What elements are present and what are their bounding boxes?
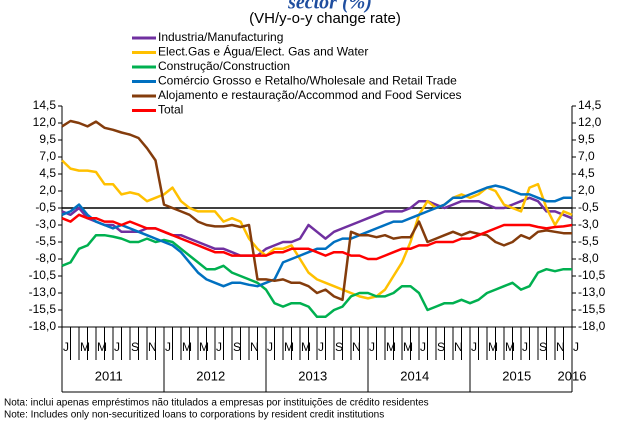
y-tick-label: 9,5 — [39, 132, 56, 146]
legend-label: Industria/Manufacturing — [158, 30, 283, 44]
x-tick-label: M — [505, 340, 515, 354]
y-tick-label: -13,0 — [29, 285, 57, 299]
series-line — [61, 119, 572, 302]
y-tick-label: -15,5 — [29, 302, 57, 316]
x-tick-label: M — [182, 340, 192, 354]
x-tick-label: M — [386, 340, 396, 354]
y-tick-label: -18,0 — [29, 319, 57, 333]
y2-tick-label: -5,5 — [578, 234, 599, 248]
x-tick-label: S — [539, 340, 547, 354]
x-tick-label: M — [403, 340, 413, 354]
x-tick-label: N — [352, 340, 361, 354]
chart-title: sector (%) — [287, 0, 372, 14]
x-tick-label: N — [250, 340, 259, 354]
x-tick-label: M — [301, 340, 311, 354]
y-tick-label: -0,5 — [35, 200, 56, 214]
x-tick-label: M — [488, 340, 498, 354]
legend-label: Total — [158, 103, 183, 117]
series-line — [61, 196, 573, 257]
x-tick-label: M — [97, 340, 107, 354]
year-label: 2013 — [298, 368, 327, 383]
x-tick-label: N — [556, 340, 565, 354]
y2-tick-label: 2,0 — [578, 183, 595, 197]
legend-label: Comércio Grosso e Retalho/Wholesale and … — [158, 74, 457, 88]
year-label: 2011 — [95, 368, 123, 383]
y2-tick-label: 9,5 — [578, 132, 595, 146]
y2-tick-label: -18,0 — [578, 319, 606, 333]
y2-tick-label: -3,0 — [578, 217, 599, 231]
series-line — [61, 233, 572, 319]
x-tick-label: N — [454, 340, 463, 354]
y2-tick-label: -13,0 — [578, 285, 606, 299]
y2-tick-label: 7,0 — [578, 149, 595, 163]
y2-tick-label: -8,0 — [578, 251, 599, 265]
x-tick-label: S — [233, 340, 241, 354]
y2-tick-label: 14,5 — [578, 98, 602, 112]
note: Nota: inclui apenas empréstimos não titu… — [4, 398, 429, 409]
y-tick-label: -10,5 — [29, 268, 57, 282]
y-tick-label: 12,0 — [33, 115, 57, 129]
y2-tick-label: 4,5 — [578, 166, 595, 180]
year-label: 2015 — [502, 368, 531, 383]
series-line — [61, 184, 572, 288]
y-tick-label: -8,0 — [35, 251, 56, 265]
chart-subtitle: (VH/y-o-y change rate) — [249, 10, 401, 27]
x-tick-label: J — [573, 340, 579, 354]
x-tick-label: J — [369, 340, 375, 354]
year-label: 2014 — [400, 368, 429, 383]
x-tick-label: S — [335, 340, 343, 354]
x-tick-label: J — [471, 340, 477, 354]
series-line — [61, 213, 573, 261]
y-tick-label: 7,0 — [39, 149, 56, 163]
x-tick-label: J — [318, 340, 324, 354]
x-tick-label: M — [284, 340, 294, 354]
y-tick-label: -3,0 — [35, 217, 56, 231]
x-tick-label: J — [114, 340, 120, 354]
x-tick-label: J — [267, 340, 273, 354]
x-tick-label: J — [420, 340, 426, 354]
year-label: 2012 — [196, 368, 225, 383]
y2-tick-label: -10,5 — [578, 268, 606, 282]
note: Note: Includes only non-securitized loan… — [4, 410, 384, 421]
y2-tick-label: -0,5 — [578, 200, 599, 214]
x-tick-label: J — [165, 340, 171, 354]
y-tick-label: 4,5 — [39, 166, 56, 180]
y-tick-label: 14,5 — [33, 98, 57, 112]
x-tick-label: M — [80, 340, 90, 354]
y-tick-label: 2,0 — [39, 183, 56, 197]
x-tick-label: J — [522, 340, 528, 354]
y-tick-label: -5,5 — [35, 234, 56, 248]
x-tick-label: J — [63, 340, 69, 354]
x-tick-label: S — [437, 340, 445, 354]
legend-label: Construção/Construction — [158, 59, 290, 73]
x-tick-label: N — [148, 340, 157, 354]
legend-label: Alojamento e restauração/Accommod and Fo… — [158, 88, 462, 102]
x-tick-label: S — [131, 340, 139, 354]
year-label: 2016 — [558, 368, 587, 383]
y2-tick-label: 12,0 — [578, 115, 602, 129]
x-tick-label: M — [199, 340, 209, 354]
legend-label: Elect.Gas e Água/Elect. Gas and Water — [158, 44, 368, 59]
x-tick-label: J — [216, 340, 222, 354]
y2-tick-label: -15,5 — [578, 302, 606, 316]
